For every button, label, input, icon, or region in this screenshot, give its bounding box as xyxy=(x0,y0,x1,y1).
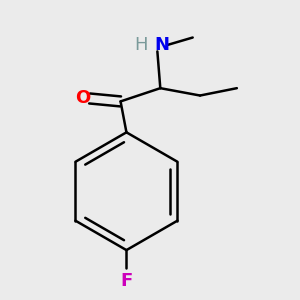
Text: F: F xyxy=(120,272,133,290)
Text: O: O xyxy=(75,89,90,107)
Text: H: H xyxy=(134,36,148,54)
Text: N: N xyxy=(154,36,169,54)
